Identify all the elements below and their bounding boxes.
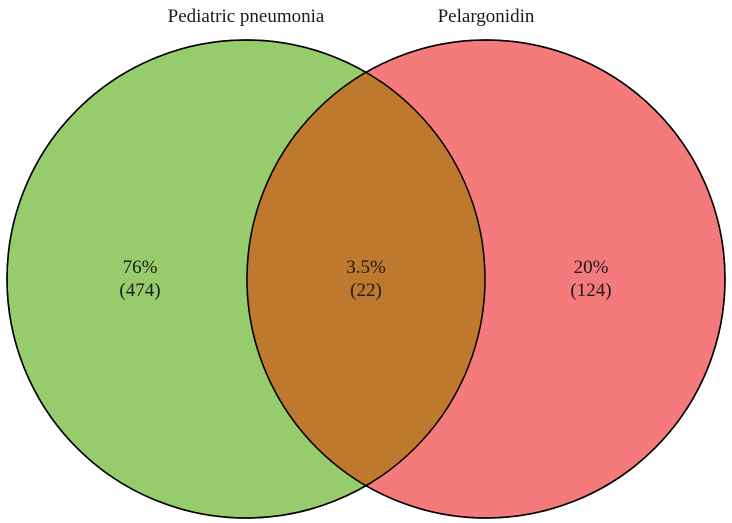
left-only-percent: 76%	[123, 257, 158, 278]
right-only-percent: 20%	[574, 257, 609, 278]
set-title-left: Pediatric pneumonia	[168, 6, 325, 27]
overlap-count: (22)	[350, 280, 382, 301]
right-only-count: (124)	[570, 280, 611, 301]
set-title-right: Pelargonidin	[438, 6, 535, 27]
left-only-count: (474)	[119, 280, 160, 301]
overlap-percent: 3.5%	[346, 257, 386, 278]
set-outline-right	[246, 39, 726, 519]
overlap-region	[247, 40, 485, 518]
set-outline-left	[6, 39, 486, 519]
